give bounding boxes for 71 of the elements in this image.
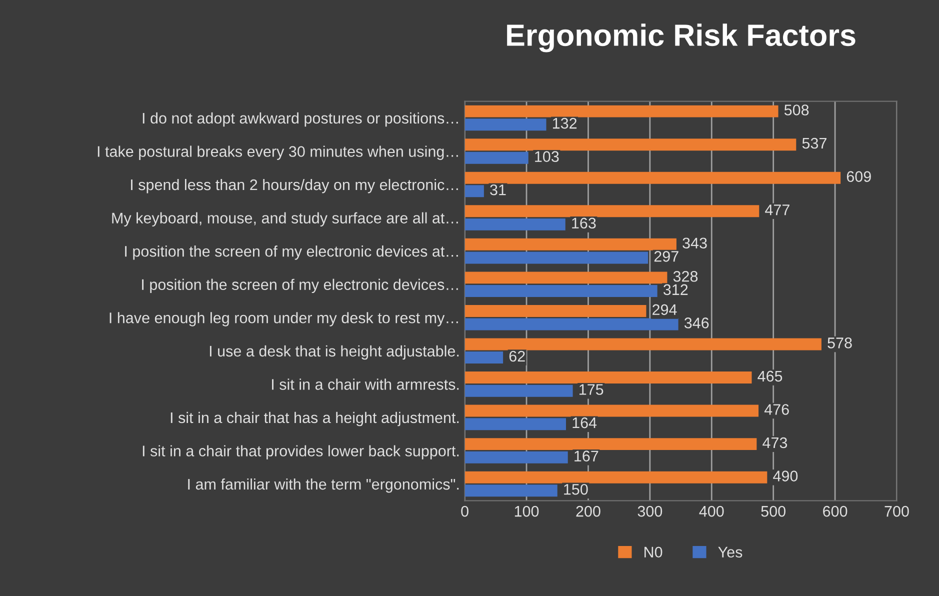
y-tick-label: I position the screen of my electronic devices at… xyxy=(125,246,458,260)
bar xyxy=(464,272,668,284)
data-label: 465 xyxy=(758,370,782,382)
data-label: 167 xyxy=(574,450,598,462)
bar xyxy=(464,205,760,218)
data-label: 328 xyxy=(673,270,698,282)
bar xyxy=(464,471,768,484)
y-tick-label: My keyboard, mouse, and study surface are all at… xyxy=(112,212,458,226)
bar xyxy=(464,318,678,330)
bar xyxy=(464,304,646,317)
bar xyxy=(464,138,796,151)
data-label: 103 xyxy=(535,151,559,162)
data-label: 477 xyxy=(765,204,790,216)
data-label: 609 xyxy=(846,171,871,182)
data-label: 490 xyxy=(773,470,798,482)
y-tick-label: I use a desk that is height adjustable. xyxy=(210,345,459,360)
bar xyxy=(464,118,546,131)
data-label: 31 xyxy=(490,184,506,196)
x-tick-label: 0 xyxy=(461,506,468,517)
bar xyxy=(464,252,648,264)
data-label: 508 xyxy=(784,104,809,116)
data-label: 473 xyxy=(762,437,788,448)
chart-title: Ergonomic Risk Factors xyxy=(507,24,856,52)
bar xyxy=(464,238,676,250)
bar xyxy=(464,218,566,230)
bar xyxy=(464,484,558,497)
y-tick-label: I sit in a chair that has a height adjustment. xyxy=(170,412,459,426)
y-tick-label: I am familiar with the term "ergonomics". xyxy=(188,478,459,493)
x-tick-label: 100 xyxy=(514,506,539,517)
y-tick-label: I do not adopt awkward postures or positions… xyxy=(142,112,458,127)
x-tick-label: 600 xyxy=(823,506,848,517)
data-label: 294 xyxy=(652,304,677,316)
bar xyxy=(464,438,757,450)
x-tick-label: 700 xyxy=(884,506,909,517)
bar xyxy=(464,384,573,397)
data-label: 312 xyxy=(663,284,688,296)
y-tick-label: I take postural breaks every 30 minutes when using… xyxy=(98,146,458,160)
data-label: 476 xyxy=(764,404,789,415)
x-tick-label: 500 xyxy=(761,506,786,517)
data-label: 163 xyxy=(572,218,596,229)
y-tick-label: I sit in a chair that provides lower back support. xyxy=(142,445,459,460)
bar xyxy=(464,451,568,464)
data-label: 164 xyxy=(572,417,597,428)
x-tick-label: 300 xyxy=(638,506,662,517)
bar xyxy=(464,105,778,118)
legend-label: Yes xyxy=(718,546,742,558)
data-label: 175 xyxy=(580,384,604,395)
bar xyxy=(464,372,752,384)
data-label: 537 xyxy=(802,138,826,149)
data-label: 297 xyxy=(654,251,678,262)
y-tick-label: I position the screen of my electronic devices… xyxy=(142,278,458,294)
bar xyxy=(464,418,566,430)
y-tick-label: I sit in a chair with armrests. xyxy=(272,378,459,390)
data-label: 346 xyxy=(684,318,709,328)
data-label: 343 xyxy=(682,238,707,249)
data-label: 578 xyxy=(828,338,852,348)
legend-label: N0 xyxy=(644,546,662,558)
bar xyxy=(464,172,841,184)
x-tick-label: 200 xyxy=(576,506,600,517)
y-tick-label: I have enough leg room under my desk to rest my… xyxy=(110,312,458,326)
x-tick-label: 400 xyxy=(699,506,724,517)
bar xyxy=(464,338,822,350)
bar xyxy=(464,285,658,297)
bar xyxy=(464,352,504,364)
y-tick-label: I spend less than 2 hours/day on my electronic… xyxy=(131,178,458,194)
data-label: 62 xyxy=(509,350,525,362)
bar xyxy=(464,152,528,164)
bar xyxy=(464,404,759,417)
bar xyxy=(464,185,484,198)
data-label: 150 xyxy=(564,484,588,495)
data-label: 132 xyxy=(552,118,577,129)
